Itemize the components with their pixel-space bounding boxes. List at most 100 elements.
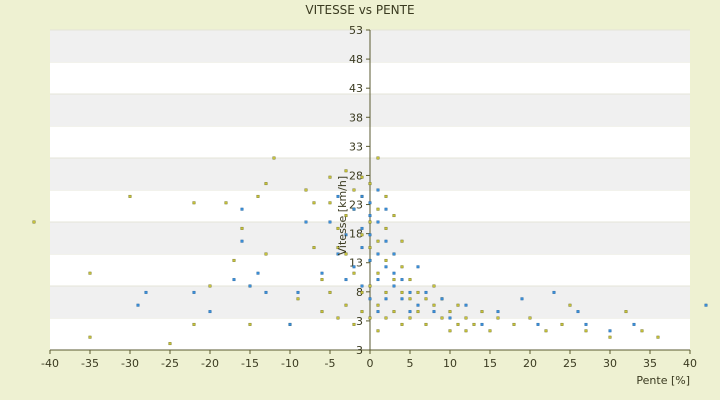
data-point [392, 252, 396, 256]
data-point [472, 322, 476, 326]
data-point [368, 258, 372, 262]
data-point [368, 220, 372, 224]
data-point [320, 310, 324, 314]
data-point [88, 271, 92, 275]
data-point [608, 335, 612, 339]
y-tick-label: 48 [349, 53, 363, 66]
data-point [136, 303, 140, 307]
data-point [384, 207, 388, 211]
data-point [336, 226, 340, 230]
data-point [208, 310, 212, 314]
data-point [328, 220, 332, 224]
data-point [352, 265, 356, 269]
data-point [256, 271, 260, 275]
data-point [224, 201, 228, 205]
data-point [344, 169, 348, 173]
y-tick-label: 38 [349, 111, 363, 124]
data-point [416, 310, 420, 314]
data-point [440, 297, 444, 301]
data-point [360, 233, 364, 237]
data-point [384, 239, 388, 243]
data-point [392, 310, 396, 314]
data-point [400, 297, 404, 301]
x-tick-label: 40 [683, 357, 697, 370]
data-point [384, 265, 388, 269]
data-point [88, 335, 92, 339]
data-point [240, 239, 244, 243]
data-point [376, 239, 380, 243]
data-point [240, 226, 244, 230]
data-point [248, 322, 252, 326]
data-point [376, 303, 380, 307]
data-point [392, 214, 396, 218]
data-point [464, 303, 468, 307]
x-tick-label: 10 [443, 357, 457, 370]
data-point [424, 322, 428, 326]
y-tick-label: 3 [356, 315, 363, 328]
data-point [376, 252, 380, 256]
data-point [264, 290, 268, 294]
data-point [336, 246, 340, 250]
data-point [272, 156, 276, 160]
data-point [448, 316, 452, 320]
data-point [360, 175, 364, 179]
data-point [168, 342, 172, 346]
data-point [512, 322, 516, 326]
data-point [320, 271, 324, 275]
data-point [368, 246, 372, 250]
data-point [464, 316, 468, 320]
data-point [376, 188, 380, 192]
y-tick-label: 53 [349, 24, 363, 37]
data-point [256, 194, 260, 198]
data-point [360, 226, 364, 230]
data-point [496, 310, 500, 314]
data-point [336, 194, 340, 198]
data-point [240, 207, 244, 211]
data-point [344, 214, 348, 218]
data-point [408, 310, 412, 314]
data-point [384, 316, 388, 320]
data-point [312, 201, 316, 205]
data-point [264, 182, 268, 186]
data-point [352, 207, 356, 211]
x-axis-ticks: -40 -35 -30 -25 -20 -15 -10 -5 0 5 10 15 20 25 30 35 40 [41, 350, 697, 370]
y-tick-label: 8 [356, 286, 363, 299]
data-point [536, 322, 540, 326]
data-point [368, 214, 372, 218]
data-point [432, 303, 436, 307]
data-point [288, 322, 292, 326]
data-point [376, 220, 380, 224]
data-point [360, 290, 364, 294]
data-point [352, 271, 356, 275]
data-point [312, 246, 316, 250]
data-point [416, 290, 420, 294]
data-point [408, 290, 412, 294]
data-point [376, 329, 380, 333]
data-point [480, 322, 484, 326]
data-point [424, 290, 428, 294]
data-point [464, 329, 468, 333]
data-point [432, 284, 436, 288]
data-point [576, 310, 580, 314]
data-point [384, 226, 388, 230]
data-point [248, 284, 252, 288]
data-point [144, 290, 148, 294]
data-point [376, 278, 380, 282]
data-point [320, 278, 324, 282]
data-point [336, 252, 340, 256]
y-tick-label: 43 [349, 82, 363, 95]
data-point [376, 207, 380, 211]
x-tick-label: 30 [603, 357, 617, 370]
x-tick-label: -30 [121, 357, 139, 370]
data-point [400, 278, 404, 282]
x-tick-label: -15 [241, 357, 259, 370]
data-point [544, 329, 548, 333]
data-points [32, 156, 708, 346]
data-point [304, 220, 308, 224]
data-point [376, 156, 380, 160]
data-point [656, 335, 660, 339]
data-point [128, 194, 132, 198]
data-point [368, 233, 372, 237]
data-point [344, 303, 348, 307]
